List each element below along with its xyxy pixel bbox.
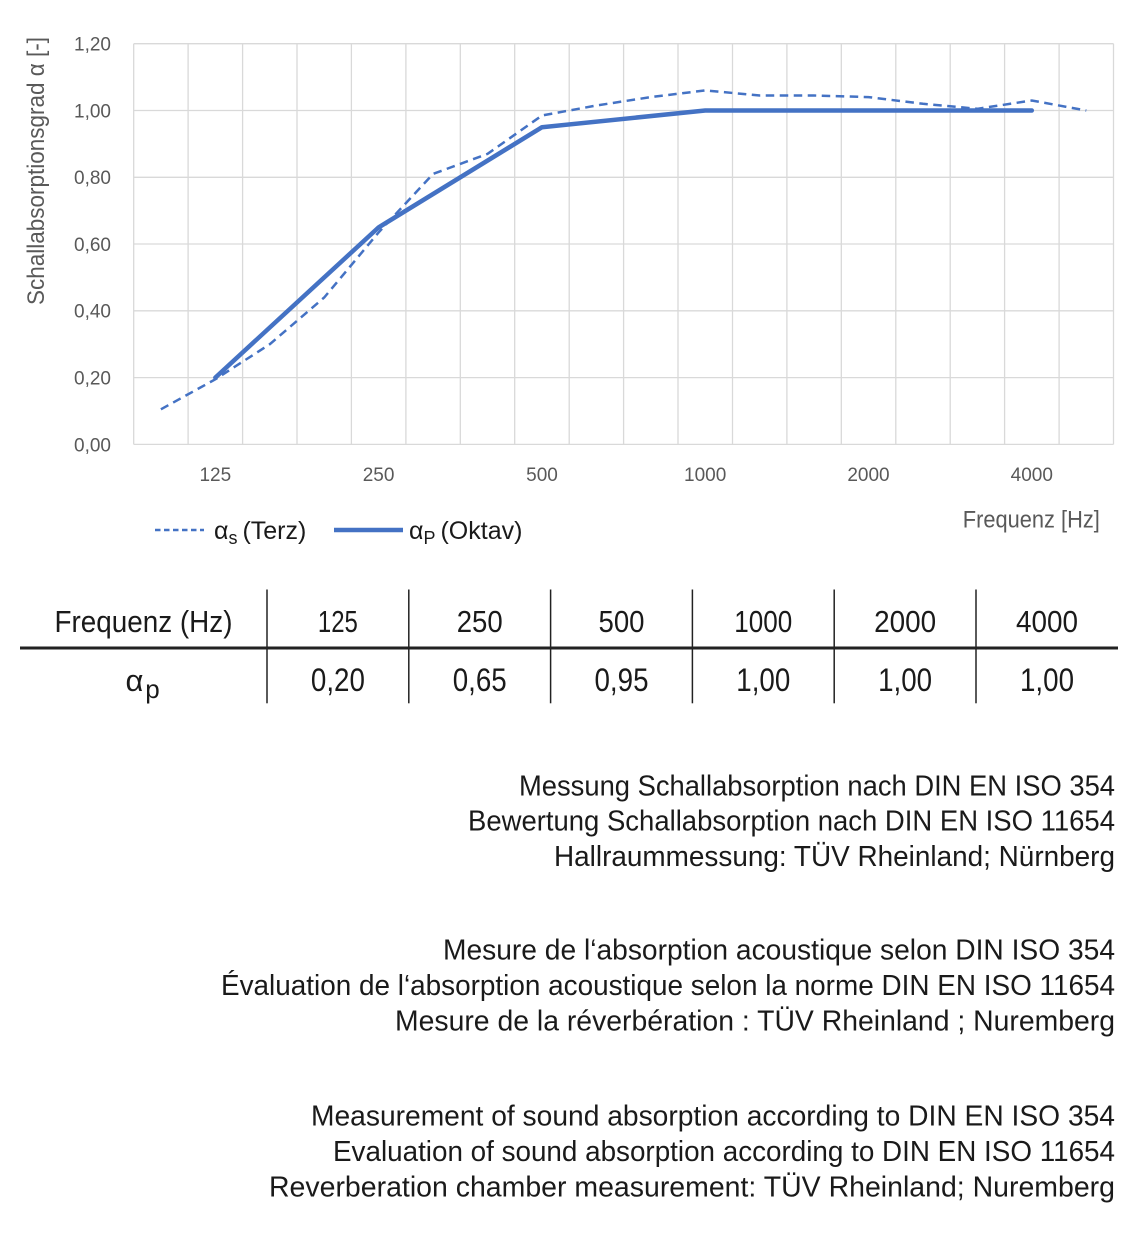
svg-text:1000: 1000 [684,465,726,486]
svg-text:Bewertung Schallabsorption nac: Bewertung Schallabsorption nach DIN EN I… [468,805,1115,837]
svg-text:Measurement of sound absorptio: Measurement of sound absorption accordin… [311,1100,1115,1132]
svg-text:1,00: 1,00 [878,662,932,698]
svg-text:0,65: 0,65 [453,662,507,698]
svg-text:2000: 2000 [847,465,889,486]
svg-text:1,20: 1,20 [74,35,111,56]
svg-text:250: 250 [457,604,503,639]
svg-text:Messung Schallabsorption nach: Messung Schallabsorption nach DIN EN ISO… [519,771,1115,803]
svg-text:0,95: 0,95 [595,662,649,698]
svg-text:1,00: 1,00 [1020,662,1074,698]
svg-text:Evaluation of sound absorption: Evaluation of sound absorption according… [333,1136,1115,1168]
svg-text:Évaluation de l‘absorption aco: Évaluation de l‘absorption acoustique se… [221,969,1115,1002]
svg-text:0,20: 0,20 [74,369,111,390]
svg-text:0,20: 0,20 [311,662,365,698]
svg-text:1000: 1000 [734,604,792,639]
svg-text:p: p [145,674,159,704]
svg-text:Schallabsorptionsgrad α [-]: Schallabsorptionsgrad α [-] [23,37,50,305]
svg-text:2000: 2000 [874,604,936,639]
svg-text:Reverberation chamber measurem: Reverberation chamber measurement: TÜV R… [269,1171,1115,1203]
svg-text:4000: 4000 [1016,604,1078,639]
svg-text:0,00: 0,00 [74,435,111,456]
svg-text:4000: 4000 [1011,465,1053,486]
svg-text:α: α [126,663,144,698]
svg-text:125: 125 [199,465,231,486]
svg-text:αP (Oktav): αP (Oktav) [409,517,522,548]
svg-text:Hallraummessung: TÜV Rheinland: Hallraummessung: TÜV Rheinland; Nürnberg [554,841,1115,873]
svg-text:500: 500 [599,604,645,639]
svg-text:0,80: 0,80 [74,168,111,189]
svg-text:Mesure de l‘absorption acousti: Mesure de l‘absorption acoustique selon … [443,935,1115,967]
svg-text:500: 500 [526,465,558,486]
svg-text:0,40: 0,40 [74,302,111,323]
svg-text:250: 250 [363,465,395,486]
svg-text:Frequenz (Hz): Frequenz (Hz) [55,604,233,639]
svg-text:αs (Terz): αs (Terz) [214,517,306,548]
svg-text:125: 125 [318,604,358,639]
svg-text:1,00: 1,00 [736,662,790,698]
svg-text:1,00: 1,00 [74,101,111,122]
svg-text:0,60: 0,60 [74,235,111,256]
svg-text:Frequenz [Hz]: Frequenz [Hz] [963,507,1100,534]
svg-text:Mesure de la réverbération : T: Mesure de la réverbération : TÜV Rheinla… [395,1005,1115,1037]
